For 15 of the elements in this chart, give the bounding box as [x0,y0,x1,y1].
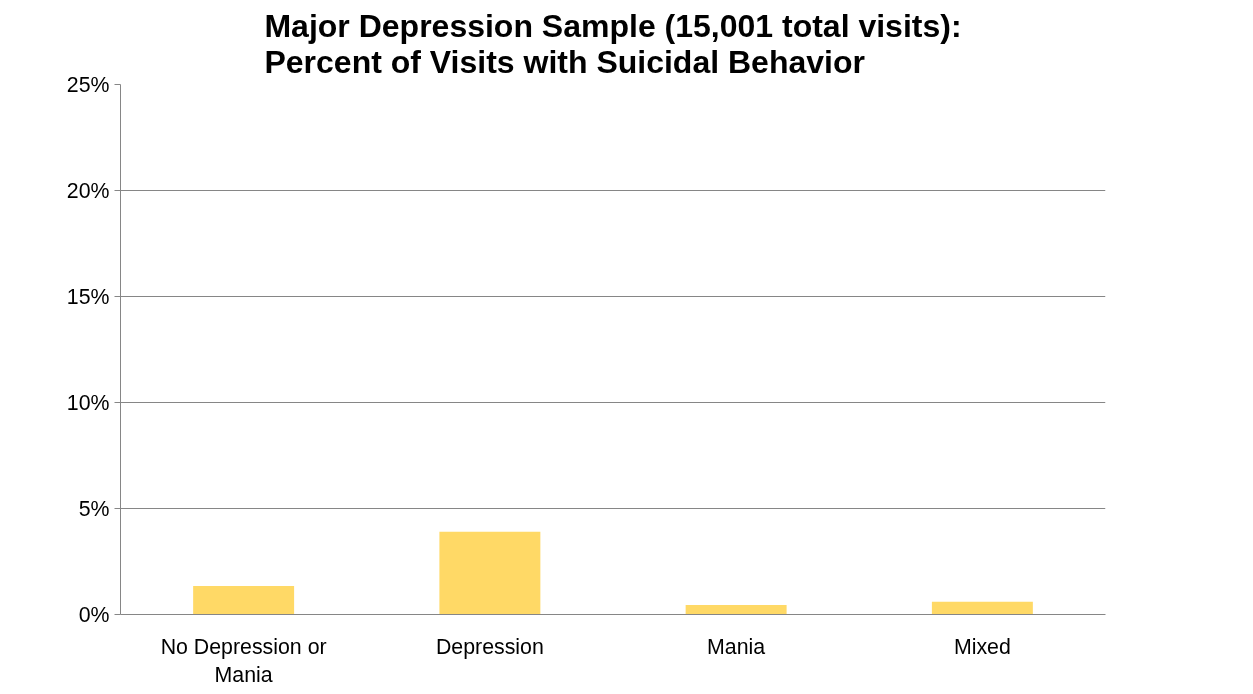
y-tick-label: 20% [66,178,110,203]
x-tick-label: Depression [435,634,544,659]
bar [439,531,541,615]
x-tick-label: No Depression or Mania [160,634,327,688]
bar [931,601,1033,615]
y-tick-label: 25% [66,72,110,97]
y-tick-label: 5% [78,496,110,521]
y-tick-label: 10% [66,390,110,415]
bar [685,604,787,615]
x-tick-label: Mixed [953,634,1011,659]
x-tick-label: Mania [707,634,766,659]
y-tick-label: 15% [66,284,110,309]
y-tick-label: 0% [78,602,110,627]
bar [193,585,295,615]
chart-title: Major Depression Sample (15,001 total visits): Percent of Visits with Suicidal Behavior [264,7,962,80]
